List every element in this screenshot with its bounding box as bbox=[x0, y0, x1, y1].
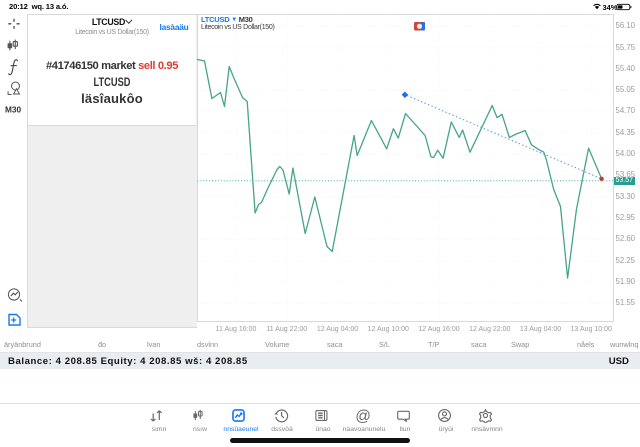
svg-text:M30: M30 bbox=[5, 105, 22, 115]
svg-text:@: @ bbox=[355, 408, 370, 423]
